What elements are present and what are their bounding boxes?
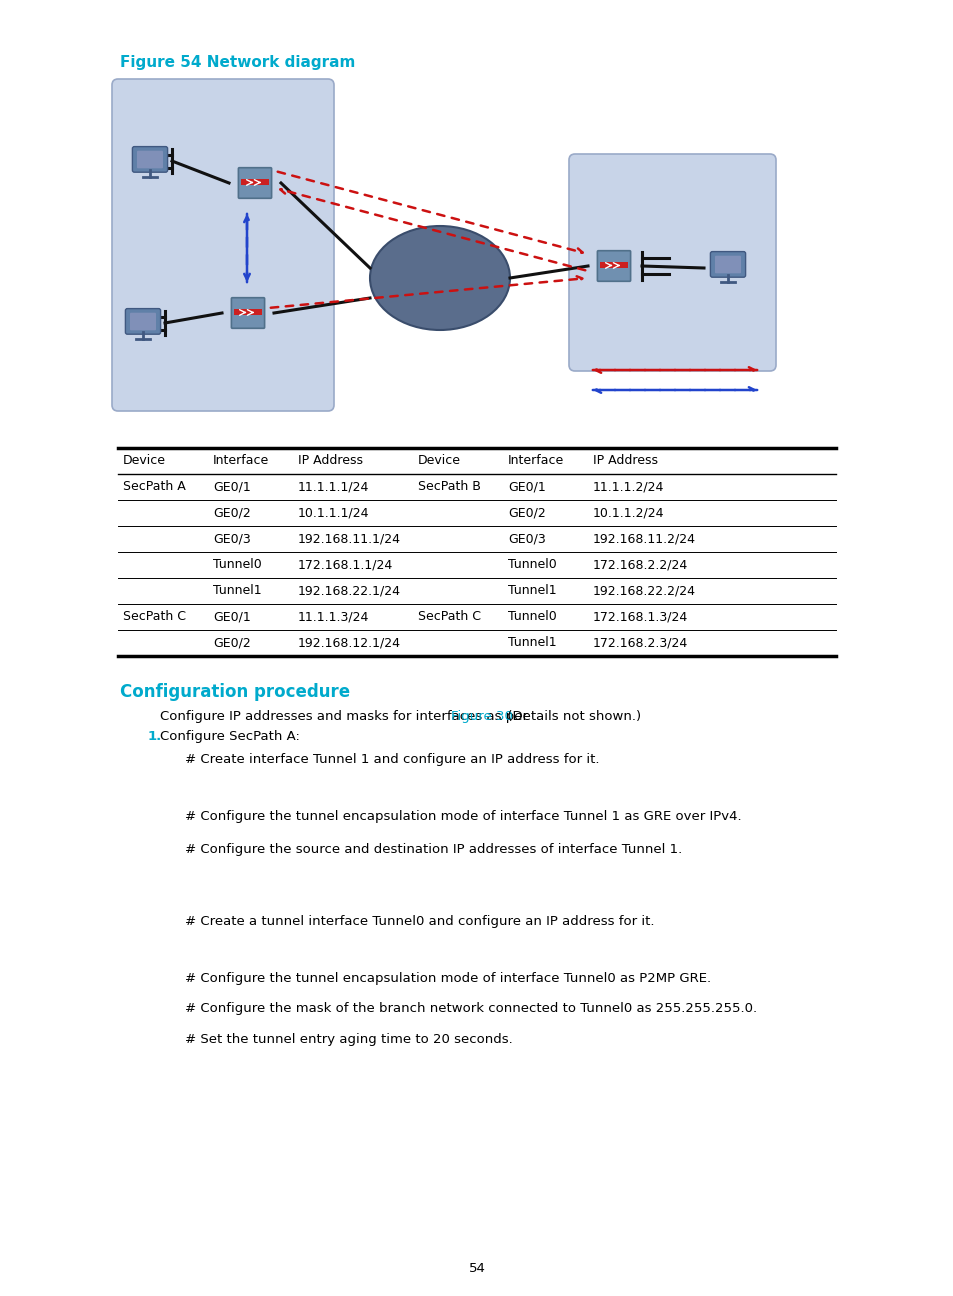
Text: # Configure the tunnel encapsulation mode of interface Tunnel0 as P2MP GRE.: # Configure the tunnel encapsulation mod… <box>185 972 710 985</box>
Text: Interface: Interface <box>213 455 269 468</box>
Text: # Create interface Tunnel 1 and configure an IP address for it.: # Create interface Tunnel 1 and configur… <box>185 753 598 766</box>
Text: 11.1.1.1/24: 11.1.1.1/24 <box>297 481 369 494</box>
Text: 192.168.12.1/24: 192.168.12.1/24 <box>297 636 400 649</box>
Text: SecPath C: SecPath C <box>417 610 480 623</box>
Text: Configure SecPath A:: Configure SecPath A: <box>160 730 299 743</box>
Text: # Configure the mask of the branch network connected to Tunnel0 as 255.255.255.0: # Configure the mask of the branch netwo… <box>185 1002 757 1015</box>
Text: 172.168.1.3/24: 172.168.1.3/24 <box>593 610 687 623</box>
Text: Tunnel0: Tunnel0 <box>507 559 557 572</box>
Text: GE0/2: GE0/2 <box>213 636 251 649</box>
Text: Tunnel1: Tunnel1 <box>213 584 261 597</box>
Text: Figure 54 Network diagram: Figure 54 Network diagram <box>120 54 355 70</box>
Text: Configure IP addresses and masks for interfaces as per: Configure IP addresses and masks for int… <box>160 710 532 723</box>
FancyBboxPatch shape <box>568 154 775 371</box>
Text: # Create a tunnel interface Tunnel0 and configure an IP address for it.: # Create a tunnel interface Tunnel0 and … <box>185 915 654 928</box>
Text: 192.168.22.2/24: 192.168.22.2/24 <box>593 584 696 597</box>
FancyBboxPatch shape <box>714 255 740 273</box>
Text: Figure 30: Figure 30 <box>451 710 513 723</box>
FancyBboxPatch shape <box>232 298 264 328</box>
Text: 10.1.1.2/24: 10.1.1.2/24 <box>593 507 664 520</box>
Text: IP Address: IP Address <box>297 455 363 468</box>
Text: GE0/3: GE0/3 <box>507 533 545 546</box>
Text: 192.168.11.2/24: 192.168.11.2/24 <box>593 533 696 546</box>
Text: Tunnel1: Tunnel1 <box>507 636 556 649</box>
FancyBboxPatch shape <box>132 146 168 172</box>
Text: Tunnel0: Tunnel0 <box>507 610 557 623</box>
Text: Tunnel0: Tunnel0 <box>213 559 261 572</box>
Text: GE0/1: GE0/1 <box>213 481 251 494</box>
Text: GE0/1: GE0/1 <box>213 610 251 623</box>
Text: IP Address: IP Address <box>593 455 658 468</box>
Text: 172.168.2.2/24: 172.168.2.2/24 <box>593 559 687 572</box>
Text: . (Details not shown.): . (Details not shown.) <box>498 710 640 723</box>
Text: GE0/1: GE0/1 <box>507 481 545 494</box>
Text: SecPath A: SecPath A <box>123 481 186 494</box>
Text: 54: 54 <box>468 1261 485 1274</box>
FancyBboxPatch shape <box>130 312 156 330</box>
Text: GE0/2: GE0/2 <box>213 507 251 520</box>
Text: GE0/2: GE0/2 <box>507 507 545 520</box>
FancyBboxPatch shape <box>710 251 745 277</box>
FancyBboxPatch shape <box>233 310 262 315</box>
FancyBboxPatch shape <box>137 150 163 168</box>
Text: 192.168.22.1/24: 192.168.22.1/24 <box>297 584 400 597</box>
Text: Device: Device <box>123 455 166 468</box>
Ellipse shape <box>370 226 510 330</box>
Text: 11.1.1.3/24: 11.1.1.3/24 <box>297 610 369 623</box>
FancyBboxPatch shape <box>125 308 160 334</box>
Text: 172.168.2.3/24: 172.168.2.3/24 <box>593 636 687 649</box>
Text: 1.: 1. <box>148 730 162 743</box>
Text: SecPath C: SecPath C <box>123 610 186 623</box>
Text: 172.168.1.1/24: 172.168.1.1/24 <box>297 559 393 572</box>
Text: # Configure the tunnel encapsulation mode of interface Tunnel 1 as GRE over IPv4: # Configure the tunnel encapsulation mod… <box>185 810 740 823</box>
Text: 10.1.1.1/24: 10.1.1.1/24 <box>297 507 369 520</box>
Text: Configuration procedure: Configuration procedure <box>120 683 350 701</box>
Text: # Configure the source and destination IP addresses of interface Tunnel 1.: # Configure the source and destination I… <box>185 842 681 855</box>
Text: Interface: Interface <box>507 455 563 468</box>
FancyBboxPatch shape <box>599 262 628 268</box>
FancyBboxPatch shape <box>238 167 272 198</box>
Text: Tunnel1: Tunnel1 <box>507 584 556 597</box>
Text: 11.1.1.2/24: 11.1.1.2/24 <box>593 481 663 494</box>
Text: Device: Device <box>417 455 460 468</box>
Text: GE0/3: GE0/3 <box>213 533 251 546</box>
Text: SecPath B: SecPath B <box>417 481 480 494</box>
Text: 192.168.11.1/24: 192.168.11.1/24 <box>297 533 400 546</box>
FancyBboxPatch shape <box>112 79 334 411</box>
Text: # Set the tunnel entry aging time to 20 seconds.: # Set the tunnel entry aging time to 20 … <box>185 1033 512 1046</box>
FancyBboxPatch shape <box>240 179 269 185</box>
FancyBboxPatch shape <box>597 250 630 281</box>
